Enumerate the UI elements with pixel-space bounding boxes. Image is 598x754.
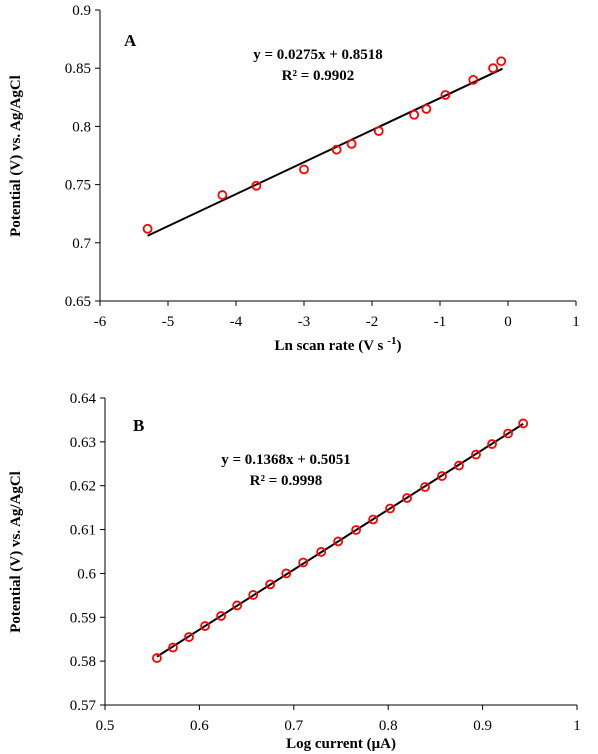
x-tick-label: -2 — [366, 314, 379, 330]
x-ticks-a: -6 -5 -4 -3 -2 -1 0 1 — [94, 301, 580, 330]
y-ticks-b: 0.57 0.58 0.59 0.6 0.61 0.62 0.63 0.64 — [70, 391, 105, 714]
equation-a: y = 0.0275x + 0.8518 — [253, 47, 383, 63]
data-point — [373, 126, 384, 136]
data-point — [437, 471, 447, 481]
data-point — [346, 138, 357, 149]
x-tick-label: -5 — [162, 314, 175, 330]
x-tick-label: 0.8 — [379, 718, 398, 734]
data-points-b — [152, 418, 529, 663]
x-tick-label: -1 — [434, 314, 447, 330]
data-point — [440, 90, 451, 100]
y-tick-label: 0.57 — [70, 698, 97, 714]
fit-line — [147, 67, 503, 237]
y-tick-label: 0.63 — [70, 435, 96, 451]
x-tick-label: 0 — [504, 314, 512, 330]
y-ticks-a: 0.65 0.7 0.75 0.8 0.85 0.9 — [65, 3, 100, 310]
chart-panel-a: -6 -5 -4 -3 -2 -1 0 1 0.65 0.7 0.75 0.8 0.85 0.9 A y… — [8, 3, 580, 354]
y-tick-label: 0.61 — [70, 523, 96, 539]
x-ticks-b: 0.5 0.6 0.7 0.8 0.9 1 — [96, 705, 581, 734]
data-point — [409, 109, 420, 120]
data-point — [248, 590, 259, 600]
x-tick-label: 1 — [572, 314, 580, 330]
data-point — [265, 579, 276, 590]
data-point — [333, 536, 344, 547]
data-point — [298, 557, 309, 568]
y-tick-label: 0.85 — [65, 61, 91, 77]
data-point — [142, 223, 153, 234]
x-axis-title-b: Log current (μA) — [286, 736, 396, 752]
data-point — [217, 190, 228, 200]
data-point — [351, 525, 362, 535]
chart-panel-b: 0.5 0.6 0.7 0.8 0.9 1 0.57 0.58 0.59 0.6 0.61 0.62… — [8, 391, 581, 752]
y-tick-label: 0.9 — [72, 3, 91, 19]
x-tick-label: -6 — [94, 314, 107, 330]
data-point — [488, 63, 498, 74]
x-tick-label: 0.6 — [190, 718, 209, 734]
y-tick-label: 0.62 — [70, 479, 96, 495]
data-point — [184, 632, 194, 642]
x-tick-label: -3 — [298, 314, 311, 330]
trendline-a — [147, 67, 503, 237]
y-tick-label: 0.59 — [70, 610, 96, 626]
data-points-a — [142, 56, 507, 234]
x-tick-label: 0.5 — [96, 718, 115, 734]
data-point — [200, 621, 210, 631]
data-point — [468, 74, 479, 85]
data-point — [496, 56, 507, 67]
y-tick-label: 0.8 — [72, 119, 91, 135]
r-squared-a: R² = 0.9902 — [282, 68, 355, 84]
y-axis-title-b: Potential (V) vs. Ag/AgCl — [8, 471, 24, 633]
y-tick-label: 0.65 — [65, 294, 91, 310]
data-point — [421, 104, 432, 114]
data-point — [454, 460, 464, 471]
x-axis-title-a: Ln scan rate (V s -1) — [274, 335, 401, 354]
y-tick-label: 0.6 — [77, 566, 96, 582]
data-point — [216, 611, 227, 621]
data-point — [168, 642, 178, 653]
data-point — [281, 568, 292, 579]
y-tick-label: 0.75 — [65, 178, 91, 194]
r-squared-b: R² = 0.9998 — [250, 473, 323, 489]
data-point — [368, 514, 378, 525]
data-point — [299, 164, 309, 175]
x-tick-label: 1 — [573, 718, 581, 734]
data-point — [331, 144, 342, 155]
data-point — [251, 180, 262, 191]
data-point — [232, 600, 243, 611]
data-point — [152, 653, 162, 663]
y-tick-label: 0.7 — [72, 236, 91, 252]
y-tick-label: 0.58 — [70, 654, 96, 670]
data-point — [487, 439, 497, 449]
panel-label-b: B — [133, 416, 144, 435]
data-point — [420, 482, 430, 492]
x-tick-label: 0.7 — [284, 718, 303, 734]
data-point — [316, 547, 327, 557]
data-point — [402, 493, 412, 503]
y-tick-label: 0.64 — [70, 391, 97, 407]
data-point — [385, 503, 395, 514]
x-tick-label: -4 — [230, 314, 243, 330]
data-point — [518, 418, 529, 429]
y-axis-title-a: Potential (V) vs. Ag/AgCl — [8, 75, 24, 237]
data-point — [471, 449, 481, 460]
panel-label-a: A — [124, 31, 137, 50]
x-tick-label: 0.9 — [473, 718, 492, 734]
data-point — [503, 428, 513, 439]
equation-b: y = 0.1368x + 0.5051 — [221, 452, 351, 468]
